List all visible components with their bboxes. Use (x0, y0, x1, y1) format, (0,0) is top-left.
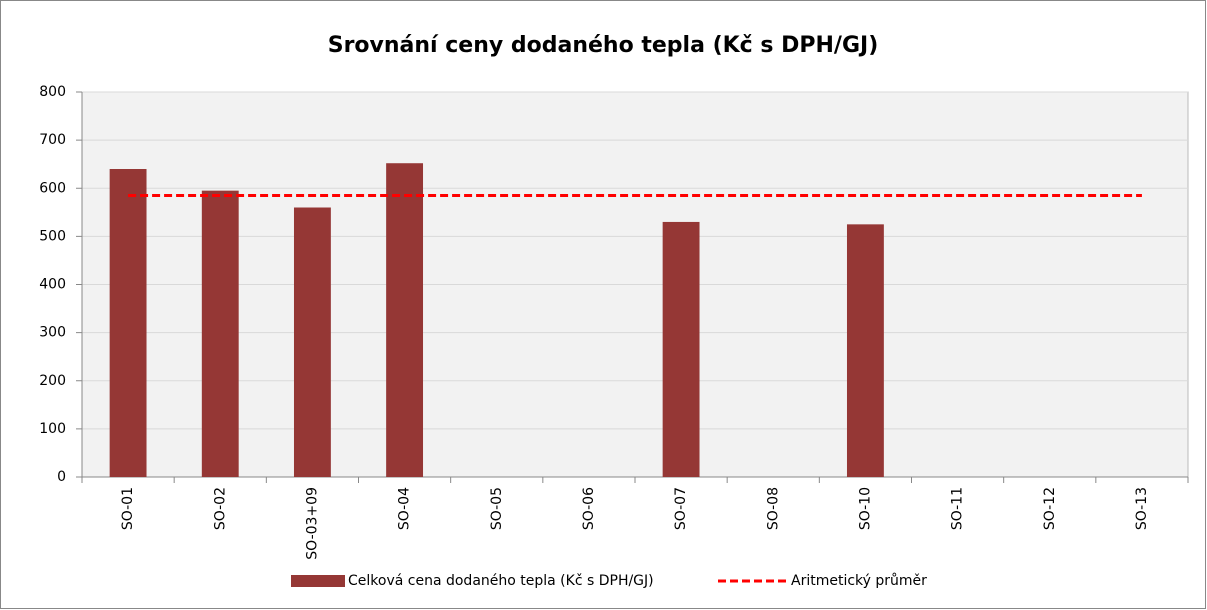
chart-title: Srovnání ceny dodaného tepla (Kč s DPH/G… (328, 33, 879, 58)
legend-swatch (291, 575, 345, 587)
legend-label: Aritmetický průměr (791, 573, 927, 589)
x-tick-label: SO-13 (1134, 487, 1150, 530)
y-tick-label: 400 (39, 277, 66, 293)
y-tick-label: 0 (57, 469, 66, 485)
x-tick-label: SO-12 (1042, 487, 1058, 530)
bar (386, 163, 424, 477)
x-tick-label: SO-03+09 (304, 487, 320, 560)
x-tick-label: SO-06 (581, 487, 597, 530)
y-tick-label: 500 (39, 228, 66, 244)
bar (846, 224, 884, 477)
legend-label: Celková cena dodaného tepla (Kč s DPH/GJ… (348, 573, 654, 589)
x-tick-label: SO-10 (857, 487, 873, 530)
bar (201, 190, 239, 477)
y-tick-label: 200 (39, 373, 66, 389)
y-tick-label: 800 (39, 84, 66, 100)
x-tick-label: SO-04 (397, 487, 413, 530)
x-tick-label: SO-05 (489, 487, 505, 530)
bar (293, 207, 331, 477)
bar (109, 169, 147, 477)
x-tick-label: SO-11 (950, 487, 966, 530)
x-tick-label: SO-07 (673, 487, 689, 530)
x-tick-label: SO-08 (765, 487, 781, 530)
y-tick-label: 300 (39, 325, 66, 341)
y-tick-label: 700 (39, 132, 66, 148)
bar (662, 221, 700, 477)
y-tick-label: 100 (39, 421, 66, 437)
x-tick-label: SO-01 (120, 487, 136, 530)
x-tick-label: SO-02 (212, 487, 228, 530)
y-tick-label: 600 (39, 180, 66, 196)
